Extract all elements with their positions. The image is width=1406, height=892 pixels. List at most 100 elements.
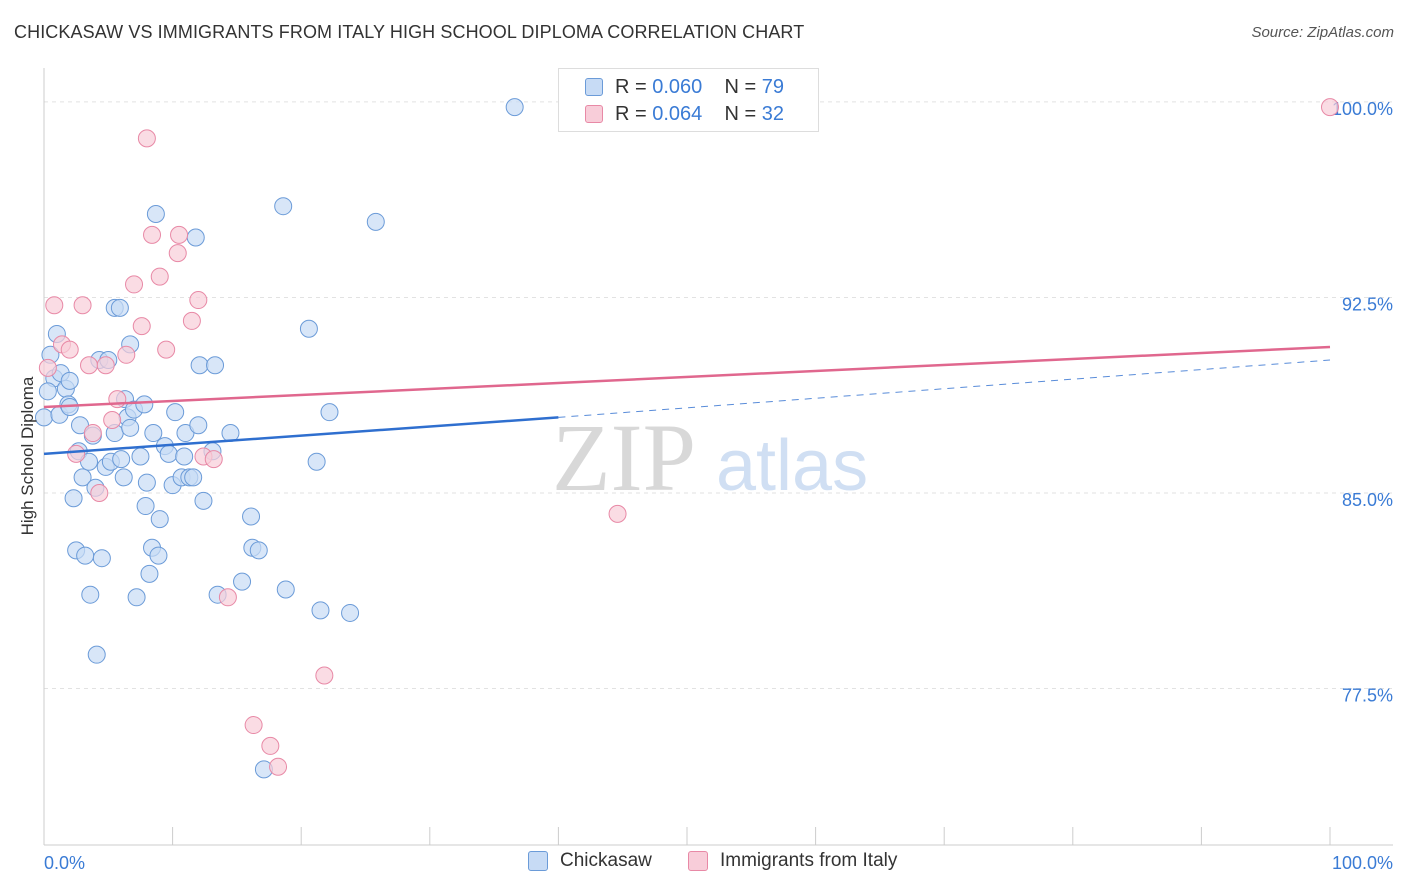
chart-source: Source: ZipAtlas.com xyxy=(1251,24,1394,41)
italy-point xyxy=(168,244,187,263)
chickasaw-point xyxy=(299,319,318,338)
chickasaw-point xyxy=(206,356,225,375)
italy-point xyxy=(80,356,99,375)
italy-point xyxy=(204,450,223,469)
chickasaw-point xyxy=(64,489,83,508)
chickasaw-point xyxy=(60,371,79,390)
italy-point xyxy=(218,588,237,607)
chickasaw-point xyxy=(189,416,208,435)
legend-row-chickasaw: R = 0.060 N = 79 xyxy=(585,75,784,99)
y-axis-label: High School Diploma xyxy=(18,376,37,535)
x-tick-label-right: 100.0% xyxy=(1332,853,1393,873)
chickasaw-point xyxy=(184,468,203,487)
italy-point xyxy=(157,340,176,359)
legend-item-italy: Immigrants from Italy xyxy=(688,850,897,872)
italy-point xyxy=(137,129,156,148)
italy-point xyxy=(315,666,334,685)
chickasaw-swatch xyxy=(585,78,603,96)
chickasaw-point xyxy=(135,395,154,414)
italy-point xyxy=(73,296,92,315)
chickasaw-point xyxy=(144,424,163,443)
chickasaw-point xyxy=(112,450,131,469)
italy-point xyxy=(38,358,57,377)
italy-point xyxy=(182,311,201,330)
chickasaw-point xyxy=(76,546,95,565)
chickasaw-point xyxy=(140,564,159,583)
chickasaw-point xyxy=(131,447,150,466)
chickasaw-point xyxy=(274,197,293,216)
axes xyxy=(43,68,1393,846)
series-legend: Chickasaw Immigrants from Italy xyxy=(0,850,1406,878)
italy-point xyxy=(132,317,151,336)
watermark-zip: ZIP xyxy=(552,404,696,511)
chickasaw-point xyxy=(127,588,146,607)
r-value: 0.060 xyxy=(652,75,703,98)
italy-point xyxy=(45,296,64,315)
n-value: 79 xyxy=(761,75,785,98)
chickasaw-point xyxy=(221,424,240,443)
r-label: R = xyxy=(615,75,647,98)
chickasaw-legend-label: Chickasaw xyxy=(560,850,652,871)
stats-legend: R = 0.060 N = 79 R = 0.064 N = 32 xyxy=(558,68,819,132)
legend-item-chickasaw: Chickasaw xyxy=(528,850,652,872)
zipatlas-watermark: ZIP atlas xyxy=(552,404,868,511)
trend-lines xyxy=(43,345,1331,456)
watermark-atlas: atlas xyxy=(716,426,868,506)
chickasaw-point xyxy=(341,603,360,622)
chickasaw-point xyxy=(194,491,213,510)
y-tick-label: 100.0% xyxy=(1332,99,1393,119)
chickasaw-point xyxy=(233,572,252,591)
italy-point xyxy=(189,291,208,310)
italy-point xyxy=(143,225,162,244)
chickasaw-legend-swatch xyxy=(528,851,548,871)
n-label: N = xyxy=(724,102,757,125)
n-value: 32 xyxy=(761,102,785,125)
chickasaw-point xyxy=(114,468,133,487)
chickasaw-point xyxy=(73,468,92,487)
chickasaw-point xyxy=(81,585,100,604)
italy-point xyxy=(103,410,122,429)
italy-legend-label: Immigrants from Italy xyxy=(720,850,898,871)
legend-row-italy: R = 0.064 N = 32 xyxy=(585,102,784,126)
chickasaw-point xyxy=(166,403,185,422)
chickasaw-point xyxy=(366,212,385,231)
gridlines xyxy=(44,101,1393,690)
italy-point xyxy=(150,267,169,286)
italy-point xyxy=(60,340,79,359)
chickasaw-point xyxy=(186,228,205,247)
italy-legend-swatch xyxy=(688,851,708,871)
italy-point xyxy=(170,225,189,244)
chickasaw-point xyxy=(150,510,169,529)
y-tick-label: 92.5% xyxy=(1342,294,1393,314)
chickasaw-point xyxy=(136,497,155,516)
y-tick-labels: 77.5% 85.0% 92.5% 100.0% xyxy=(1332,99,1393,706)
chickasaw-point xyxy=(307,452,326,471)
chickasaw-point xyxy=(505,98,524,117)
r-value: 0.064 xyxy=(652,102,703,125)
chickasaw-point xyxy=(242,507,261,526)
italy-swatch xyxy=(585,105,603,123)
italy-points xyxy=(38,98,1339,776)
italy-point xyxy=(244,716,263,735)
chickasaw-point xyxy=(311,601,330,620)
chickasaw-point xyxy=(249,541,268,560)
chickasaw-point xyxy=(121,418,140,437)
italy-point xyxy=(261,736,280,755)
x-tick-label-left: 0.0% xyxy=(44,853,85,873)
chickasaw-trend-line xyxy=(43,416,559,456)
n-label: N = xyxy=(724,75,757,98)
italy-trend-line xyxy=(43,345,1331,409)
chickasaw-point xyxy=(159,444,178,463)
italy-point xyxy=(90,484,109,503)
chickasaw-point xyxy=(110,298,129,317)
italy-point xyxy=(269,757,288,776)
r-label: R = xyxy=(615,102,647,125)
chickasaw-point xyxy=(175,447,194,466)
chickasaw-point xyxy=(276,580,295,599)
chickasaw-point xyxy=(149,546,168,565)
chickasaw-point xyxy=(87,645,106,664)
y-tick-label: 85.0% xyxy=(1342,490,1393,510)
chickasaw-point xyxy=(38,382,57,401)
italy-point xyxy=(96,356,115,375)
